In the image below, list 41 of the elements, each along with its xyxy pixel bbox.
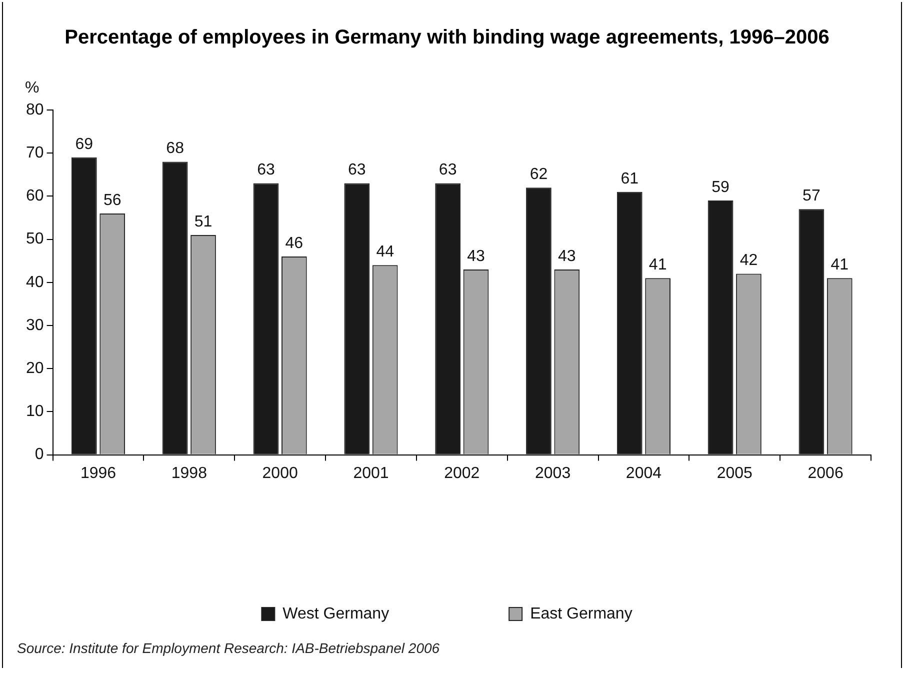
y-tick-label: 0 xyxy=(34,446,44,464)
x-tick-label: 2002 xyxy=(444,464,480,482)
y-tick-label: 40 xyxy=(26,274,44,291)
x-tick-label: 2006 xyxy=(808,464,844,482)
y-tick-label: 70 xyxy=(26,144,44,162)
data-label: 68 xyxy=(166,140,184,158)
legend-label: East Germany xyxy=(530,605,632,622)
source-note: Source: Institute for Employment Research: IAB-Betriebspanel 2006 xyxy=(17,640,440,656)
data-label: 62 xyxy=(530,166,548,183)
data-label: 59 xyxy=(712,178,730,196)
x-tick-label: 1998 xyxy=(171,464,208,482)
data-label: 61 xyxy=(620,170,639,188)
data-label: 56 xyxy=(103,192,122,209)
y-tick-label: 30 xyxy=(26,316,44,334)
y-tick-label: 50 xyxy=(26,230,44,248)
data-label: 42 xyxy=(740,252,758,270)
x-tick-label: 2000 xyxy=(262,464,298,482)
data-label: 69 xyxy=(75,136,94,153)
data-label: 41 xyxy=(648,256,667,274)
y-tick-label: 60 xyxy=(26,188,44,205)
y-tick-label: 80 xyxy=(26,101,44,118)
data-label: 43 xyxy=(467,248,485,265)
x-tick-label: 2003 xyxy=(535,464,571,482)
data-label: 63 xyxy=(348,162,366,179)
y-tick-label: 20 xyxy=(26,360,44,378)
chart-title: Percentage of employees in Germany with binding wage agreements, 1996–2006 xyxy=(64,26,830,49)
data-label: 41 xyxy=(830,256,849,274)
legend-label: West Germany xyxy=(282,605,390,622)
data-label: 43 xyxy=(558,248,576,265)
data-label: 51 xyxy=(194,213,212,230)
data-label: 57 xyxy=(802,188,820,205)
data-label: 44 xyxy=(376,244,394,261)
y-tick-label: 10 xyxy=(26,403,44,420)
x-tick-label: 2001 xyxy=(353,464,389,482)
x-tick-label: 2004 xyxy=(626,464,662,482)
x-tick-label: 2005 xyxy=(716,464,753,482)
y-axis-title: % xyxy=(25,79,40,96)
data-label: 63 xyxy=(257,162,275,179)
x-tick-label: 1996 xyxy=(80,464,116,482)
data-label: 46 xyxy=(285,234,304,252)
data-label: 63 xyxy=(438,162,457,179)
